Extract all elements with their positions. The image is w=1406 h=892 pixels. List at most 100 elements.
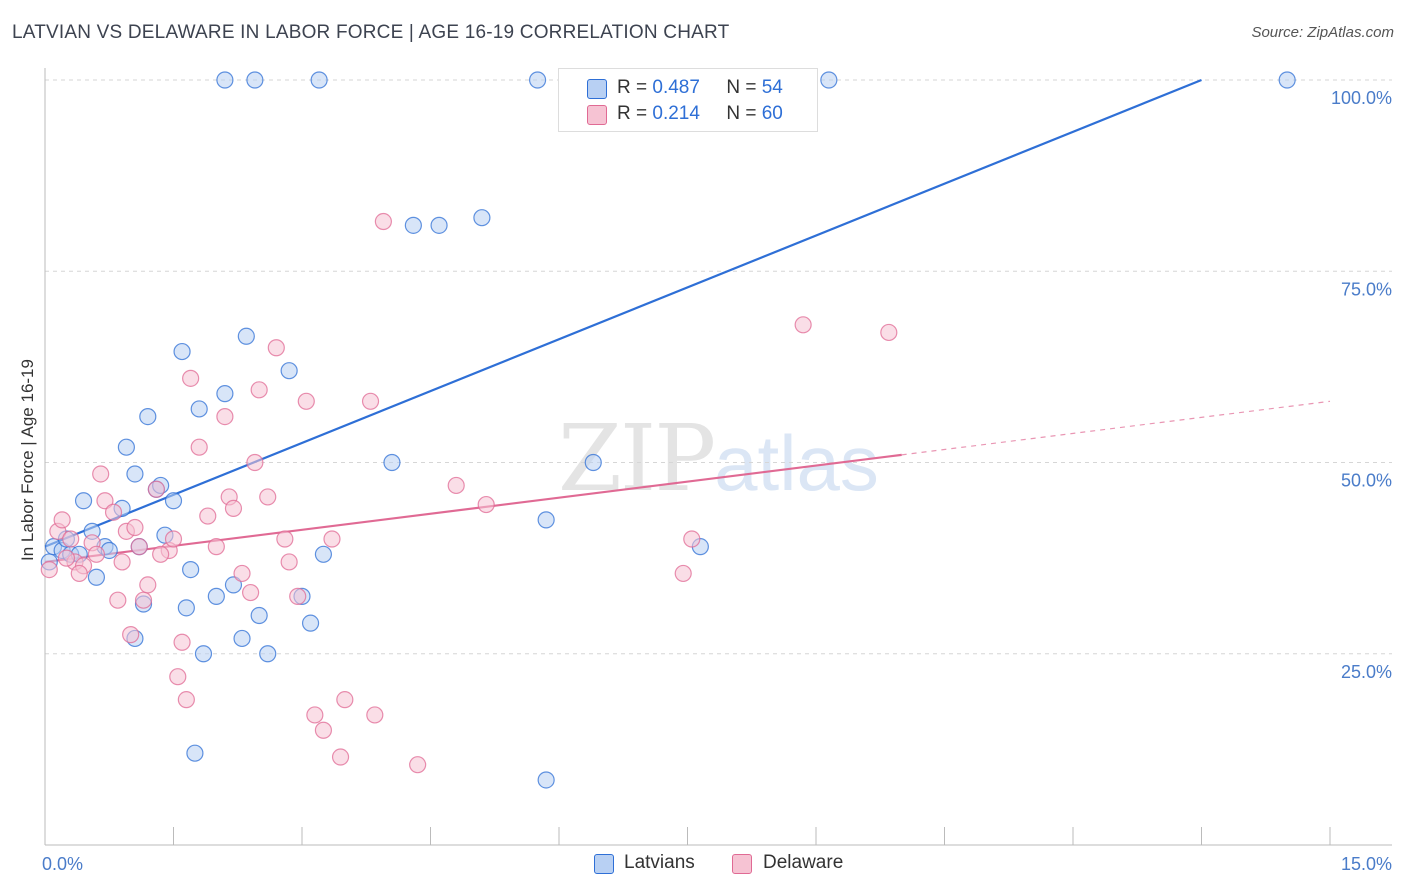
delaware-point (477, 495, 495, 514)
delaware-point (139, 576, 157, 594)
delaware-point (216, 408, 234, 426)
latvians-r-label: R = (617, 77, 648, 98)
latvians-point (186, 744, 204, 762)
delaware-point (297, 392, 315, 410)
latvians-point (126, 465, 144, 483)
latvians-point (224, 576, 243, 594)
delaware-point (164, 530, 183, 548)
delaware-point (409, 756, 427, 774)
latvians-point (233, 629, 251, 648)
bottom-latvians-swatch[interactable] (594, 854, 614, 874)
y-tick-label: 75.0% (1341, 279, 1392, 299)
delaware-point (306, 706, 324, 724)
delaware-point (361, 392, 380, 410)
delaware-point (794, 316, 812, 334)
delaware-point (152, 545, 170, 563)
delaware-point (53, 511, 71, 529)
delaware-point (57, 549, 76, 567)
source-label: Source: ZipAtlas.com (1251, 24, 1394, 41)
latvians-point (117, 438, 135, 456)
latvians-point (190, 400, 208, 418)
delaware-point (126, 518, 144, 537)
delaware-point (134, 591, 153, 609)
latvians-point (528, 71, 547, 89)
delaware-point (374, 212, 392, 231)
delaware-point (331, 748, 350, 766)
latvians-point (280, 362, 298, 380)
delaware-point (177, 691, 195, 709)
delaware-trend-line (44, 453, 902, 564)
delaware-point (314, 721, 333, 739)
delaware-point (190, 438, 208, 456)
delaware-point (267, 339, 285, 357)
delaware-point (70, 564, 88, 583)
delaware-point (280, 553, 298, 571)
delaware-point (366, 706, 384, 724)
y-tick-label: 100.0% (1331, 88, 1392, 108)
latvians-point (820, 71, 838, 89)
latvians-point (177, 599, 195, 617)
latvians-swatch (587, 79, 607, 99)
delaware-point (104, 503, 123, 521)
delaware-point (683, 530, 701, 548)
delaware-r-label: R = (617, 103, 648, 124)
delaware-point (62, 530, 80, 548)
latvians-point (216, 385, 234, 403)
latvians-point (537, 771, 555, 789)
latvians-point (164, 492, 183, 510)
delaware-point (87, 545, 106, 563)
latvians-point (250, 606, 268, 625)
x-tick-label: 0.0% (42, 854, 83, 874)
correlation-legend: R = 0.487 N = 54 R = 0.214 N = 60 (558, 68, 818, 132)
delaware-r-value: 0.214 (652, 103, 700, 124)
latvians-point (473, 209, 491, 227)
latvians-point (237, 327, 255, 345)
delaware-point (242, 583, 260, 602)
latvians-point (259, 645, 277, 663)
delaware-point (147, 480, 165, 498)
latvians-point (216, 71, 234, 89)
delaware-point (233, 564, 251, 583)
latvians-point (207, 587, 225, 605)
delaware-point (246, 453, 264, 472)
latvians-n-label: N = (726, 77, 757, 98)
delaware-stats: R = 0.214 N = 60 (617, 103, 783, 125)
trend-lines (44, 78, 1331, 564)
latvians-n-value: 54 (761, 77, 783, 98)
delaware-point (276, 530, 294, 548)
delaware-point (40, 560, 58, 579)
bottom-delaware-swatch[interactable] (732, 854, 752, 874)
data-points (40, 71, 1296, 789)
latvians-point (430, 216, 448, 234)
latvians-point (87, 568, 106, 586)
delaware-point (130, 538, 148, 556)
delaware-point (92, 465, 110, 483)
delaware-point (250, 381, 268, 399)
delaware-point (109, 591, 127, 609)
delaware-point (259, 488, 277, 506)
latvians-point (182, 560, 200, 579)
latvians-trend-line (44, 78, 1202, 548)
delaware-n-label: N = (726, 103, 757, 124)
latvians-point (310, 71, 328, 89)
latvians-point (173, 342, 191, 361)
x-tick-label: 15.0% (1341, 854, 1392, 874)
bottom-legend-latvians[interactable]: Latvians (624, 852, 695, 873)
latvians-point (314, 545, 333, 563)
latvians-r-value: 0.487 (652, 77, 700, 98)
delaware-point (336, 691, 354, 709)
delaware-point (122, 626, 140, 644)
latvians-stats: R = 0.487 N = 54 (617, 77, 783, 99)
delaware-trend-extension (901, 400, 1331, 456)
latvians-point (584, 453, 602, 472)
axes (44, 68, 1392, 846)
delaware-point (880, 323, 898, 342)
delaware-point (447, 476, 465, 495)
delaware-n-value: 60 (761, 103, 783, 124)
y-tick-label: 50.0% (1341, 471, 1392, 491)
latvians-point (246, 71, 264, 89)
delaware-point (674, 564, 692, 583)
y-tick-label: 25.0% (1341, 662, 1392, 682)
bottom-legend-delaware[interactable]: Delaware (763, 852, 844, 873)
